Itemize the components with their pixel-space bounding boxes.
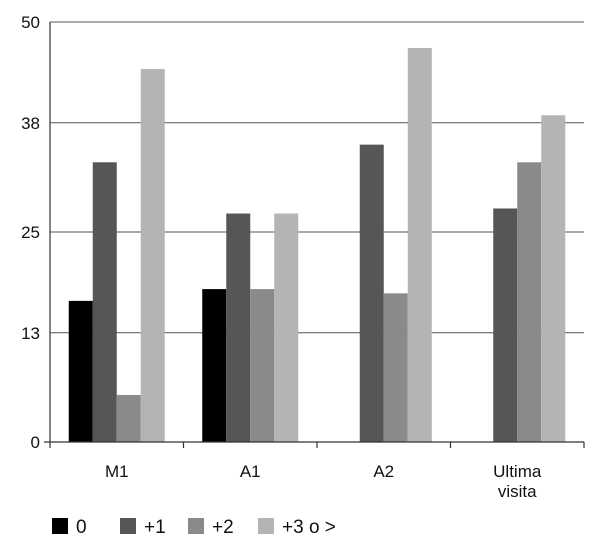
x-category-label: A1 [240,462,261,481]
bar-1-2 [250,289,275,442]
bar-3-3 [541,115,566,443]
bar-0-1 [92,162,117,442]
legend-swatch [52,518,68,534]
legend-label: +1 [144,517,166,538]
bars [68,48,566,443]
bar-1-3 [274,213,299,442]
y-tick-label: 25 [21,223,40,242]
bar-0-3 [140,69,165,442]
bar-2-3 [407,48,432,442]
legend-swatch [188,518,204,534]
x-category-label: M1 [105,462,129,481]
y-tick-label: 13 [21,324,40,343]
x-category-label: A2 [373,462,394,481]
y-tick-label: 0 [31,433,40,452]
x-axis-category-labels: M1 A1 A2 Ultima visita [105,462,542,501]
bar-2-2 [383,293,408,442]
bar-2-1 [359,144,384,442]
bar-1-1 [226,213,251,442]
bar-3-1 [493,208,518,442]
legend-label: 0 [76,517,87,538]
y-tick-label: 50 [21,13,40,32]
bar-3-2 [517,162,542,442]
legend-label: +3 o > [282,517,336,538]
legend: 0 +1 +2 +3 o > [52,517,336,538]
legend-swatch [258,518,274,534]
y-axis-tick-labels: 0 13 25 38 50 [21,13,40,452]
x-category-label: Ultima visita [493,462,542,501]
bar-0-0 [68,300,93,442]
axes [44,22,585,448]
bar-0-2 [116,394,141,442]
bar-1-0 [202,289,227,442]
y-tick-label: 38 [21,114,40,133]
legend-label: +2 [212,517,234,538]
legend-swatch [120,518,136,534]
